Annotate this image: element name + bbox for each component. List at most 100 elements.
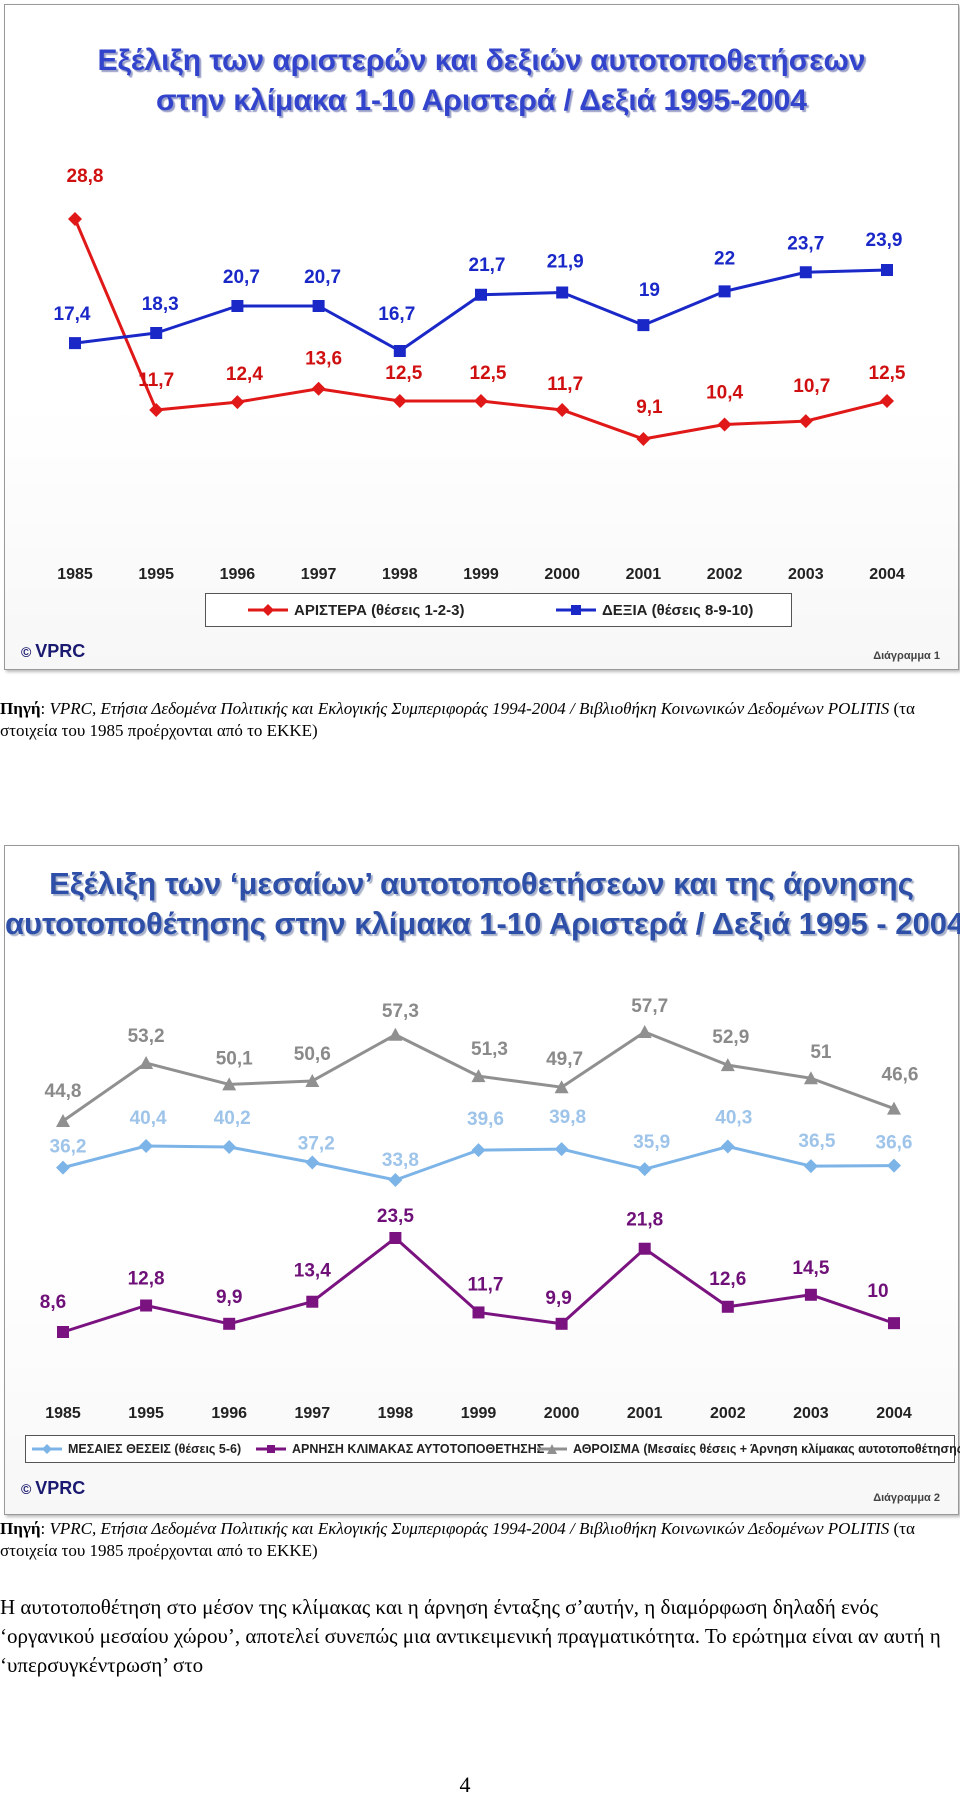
data-point [888,1317,900,1330]
data-label: 37,2 [298,1133,335,1154]
chart-1-title-line-2: στην κλίμακα 1-10 Αριστερά / Δεξιά 1995-… [156,84,807,117]
data-label: 57,3 [382,1001,419,1022]
data-point [803,1071,818,1085]
page-number: 4 [459,1772,471,1797]
data-point [57,1326,69,1338]
data-point [887,1101,901,1115]
data-point [721,1300,734,1313]
chart-2-title: Εξέλιξη των ‘μεσαίων’ αυτοτοποθετήσεων κ… [5,864,960,944]
legend-label-right: ΔΕΞΙΑ (θέσεις 8-9-10) [602,601,754,619]
data-point [637,1162,652,1177]
x-tick-label: 1998 [382,566,418,583]
data-label: 46,6 [882,1065,919,1086]
body-paragraph: Η αυτοτοποθέτηση στο μέσον της κλίμακας … [0,1595,941,1677]
chart-2-panel: Εξέλιξη των ‘μεσαίων’ αυτοτοποθετήσεων κ… [4,845,960,1515]
data-label: 11,7 [138,370,174,391]
legend-item-sum: ΑΘΡΟΙΣΜΑ (Μεσαίες θέσεις + Άρνηση κλίμακ… [537,1436,960,1462]
chart-1-plot: 1985 1995 1996 1997 1998 1999 2000 2001 2002 2003… [54,166,906,583]
data-label: 23,9 [866,230,903,251]
x-tick-label: 2000 [544,566,580,583]
data-point [804,1288,817,1301]
data-label: 12,4 [226,364,263,385]
source-note-1: Πηγή: VPRC, Ετήσια Δεδομένα Πολιτικής κα… [0,698,950,742]
data-label: 18,3 [142,294,179,315]
data-point [56,1114,70,1127]
data-label: 36,6 [876,1133,913,1154]
data-point [139,1056,154,1070]
data-label: 10,7 [793,376,830,397]
x-tick-label: 2002 [710,1405,746,1422]
legend-marker-right-icon [556,605,596,615]
data-label: 21,9 [547,252,584,273]
data-label: 50,1 [216,1048,253,1069]
data-label: 51,3 [471,1039,508,1060]
chart-2-title-line-2: αυτοτοποθέτησης στην κλίμακα 1-10 Αριστε… [5,906,960,941]
data-point [637,1025,652,1038]
data-point [56,1160,70,1175]
x-tick-label: 1999 [463,566,499,583]
data-point [222,1140,237,1155]
data-label: 10 [867,1281,888,1302]
source-parenthetical: (τα στοιχεία του 1985 προέρχονται από το… [0,1519,915,1560]
legend-label-left: ΑΡΙΣΤΕΡΑ (θέσεις 1-2-3) [294,601,465,619]
chart-1-caption: Διάγραμμα 1 [873,650,940,662]
data-point [720,1058,735,1072]
data-point [222,1077,237,1091]
data-point [312,300,325,312]
data-point [69,337,81,350]
source-label: Πηγή [0,1519,41,1538]
x-tick-label: 1985 [45,1405,81,1422]
data-label: 12,8 [128,1269,165,1290]
data-point [556,286,569,299]
data-point [638,1242,651,1255]
data-point [231,300,244,312]
data-label: 49,7 [546,1049,583,1070]
legend-marker-left-icon [248,604,288,616]
data-point [311,381,326,396]
x-tick-label: 1995 [128,1405,164,1422]
legend-label-sum: ΑΘΡΟΙΣΜΑ (Μεσαίες θέσεις + Άρνηση κλίμακ… [573,1442,960,1456]
data-label: 11,7 [468,1274,504,1295]
data-point [474,394,488,409]
x-tick-label: 2000 [544,1405,580,1422]
data-label: 13,6 [305,349,342,370]
legend-label-middle: ΜΕΣΑΙΕΣ ΘΕΣΕΙΣ (θέσεις 5-6) [68,1442,242,1456]
legend-marker-middle-icon [32,1444,62,1454]
data-label: 51 [810,1042,832,1063]
data-label: 21,8 [626,1210,663,1231]
source-citation: VPRC, Ετήσια Δεδομένα Πολιτικής και Εκλο… [49,699,890,718]
legend-marker-sum-icon [537,1444,567,1454]
data-label: 21,7 [469,255,506,276]
chart-2-plot: 1985 1995 1996 1997 1998 1999 2000 2001 2002 2003… [40,996,919,1422]
chart-2-legend: ΜΕΣΑΙΕΣ ΘΕΣΕΙΣ (θέσεις 5-6) ΑΡΝΗΣΗ ΚΛΙΜΑ… [25,1435,960,1463]
brand-logo: VPRC [35,1478,86,1498]
data-label: 11,7 [547,374,583,395]
data-label: 20,7 [223,267,260,288]
legend-item-right: ΔΕΞΙΑ (θέσεις 8-9-10) [556,594,753,626]
data-point [720,1139,735,1154]
source-citation: VPRC, Ετήσια Δεδομένα Πολιτικής και Εκλο… [49,1519,890,1538]
data-label: 19 [639,280,660,301]
chart-2-caption: Διάγραμμα 2 [873,1492,940,1504]
data-point [305,1155,320,1170]
data-label: 17,4 [54,304,91,325]
x-tick-label: 1997 [295,1405,331,1422]
data-point [717,417,732,432]
data-label: 9,1 [636,397,663,418]
data-point [554,1142,569,1157]
x-tick-label: 2002 [707,566,743,583]
data-label: 39,6 [467,1109,504,1130]
data-point [392,394,407,409]
data-point [555,1317,568,1330]
data-point [554,1080,569,1094]
data-label: 33,8 [382,1150,419,1171]
x-tick-label: 2001 [627,1405,663,1422]
x-tick-label: 2003 [788,566,824,583]
data-label: 52,9 [712,1027,749,1048]
data-point [803,1159,818,1174]
data-label: 40,2 [214,1108,251,1129]
source-parenthetical: (τα στοιχεία του 1985 προέρχονται από το… [0,699,915,740]
data-label: 40,4 [130,1108,167,1129]
data-label: 13,4 [294,1261,331,1282]
legend-item-middle: ΜΕΣΑΙΕΣ ΘΕΣΕΙΣ (θέσεις 5-6) [32,1436,241,1462]
